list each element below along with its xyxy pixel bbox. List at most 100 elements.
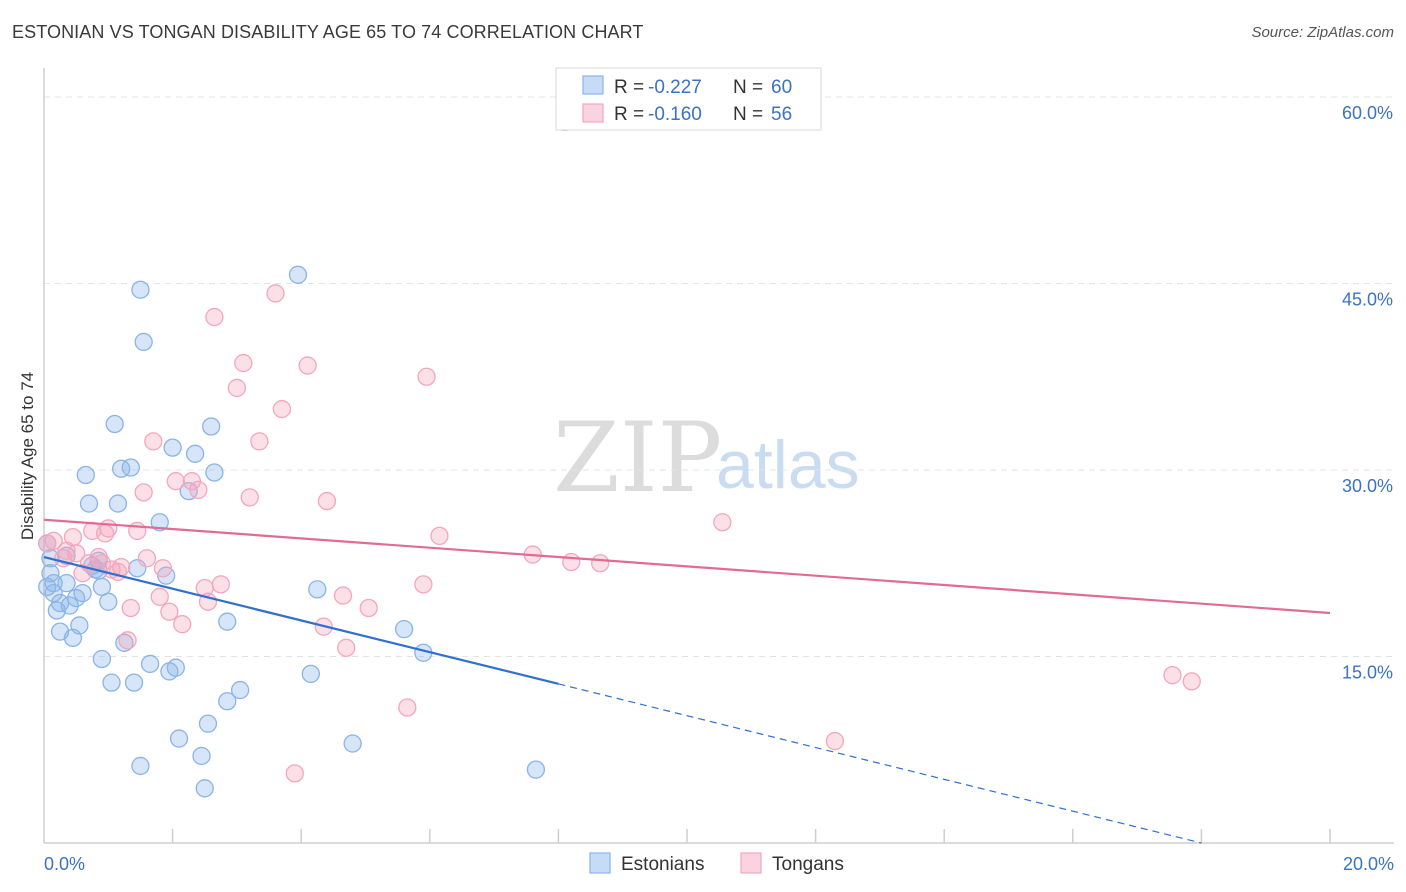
y-tick-label-45: 45.0% (1342, 290, 1393, 310)
tongans-point (160, 602, 179, 621)
estonians-point (38, 577, 57, 597)
axes (43, 68, 1394, 844)
bottom-legend-swatch-tongans (740, 852, 762, 874)
tongans-point (1182, 672, 1201, 691)
estonians-point (112, 459, 131, 478)
estonians-point (163, 438, 182, 457)
grid-lines (44, 96, 1394, 657)
estonians-point (124, 673, 144, 692)
estonians-trend-extension (558, 683, 1202, 844)
tongans-point (153, 559, 173, 578)
tongans-point (240, 488, 259, 507)
estonians-point (102, 673, 121, 692)
tongans-point (67, 544, 86, 563)
estonians-point (76, 465, 95, 485)
estonians-point (202, 417, 221, 436)
tongans-point (713, 513, 732, 532)
estonians-point (205, 463, 224, 482)
watermark-zip: ZIP (553, 402, 722, 514)
y-tick-label-15: 15.0% (1342, 663, 1393, 683)
estonians-point (192, 746, 211, 766)
tongans-point (562, 552, 581, 572)
estonians-point (99, 592, 118, 611)
tongans-point (398, 698, 417, 717)
tongans-point (63, 527, 83, 547)
estonians-point (288, 265, 308, 284)
tongans-point (285, 764, 304, 783)
tongans-point (118, 631, 137, 650)
estonians-point (115, 633, 134, 652)
estonians-point (218, 692, 237, 711)
estonians-point (131, 756, 150, 776)
legend-swatch-tongans (582, 103, 604, 123)
x-tick-label-max: 20.0% (1343, 854, 1394, 874)
legend-r-label-estonians: R = (614, 77, 644, 98)
tongans-point (591, 554, 610, 573)
bottom-legend-label-tongans: Tongans (772, 854, 844, 875)
tongans-point (211, 575, 230, 594)
watermark-atlas: atlas (716, 427, 860, 503)
estonians-point (166, 658, 185, 677)
tongans-point (144, 432, 163, 451)
legend-n-label-estonians: N = (733, 77, 763, 98)
y-tick-label-30: 30.0% (1342, 476, 1393, 496)
tongans-point (414, 575, 433, 594)
estonians-point (134, 332, 153, 352)
estonians-point (79, 494, 99, 513)
estonians-point (179, 481, 198, 501)
tongans-point (99, 519, 118, 538)
estonians-point (73, 583, 92, 603)
chart-source: Source: ZipAtlas.com (1251, 24, 1394, 41)
legend-swatch-estonians (582, 75, 604, 95)
tongans-point (137, 549, 157, 568)
estonians-point (70, 616, 89, 635)
tongans-point (44, 531, 63, 551)
tongans-point (227, 378, 247, 398)
tongans-point (205, 307, 224, 327)
estonians-point (128, 559, 147, 578)
trend-lines (43, 518, 1331, 844)
tongans-point (266, 284, 285, 303)
estonians-point (526, 760, 546, 779)
tongans-point (234, 353, 253, 373)
tongans-point (166, 472, 185, 491)
estonians-point (218, 612, 237, 631)
bottom-legend-swatch-estonians (589, 852, 611, 874)
tongans-point (337, 638, 356, 657)
estonians-point (169, 729, 189, 748)
tongans-point (189, 480, 208, 500)
estonians-point (108, 494, 128, 513)
tongans-point (121, 598, 140, 618)
tongans-trend-line (43, 518, 1331, 615)
y-tick-labels: 15.0% 30.0% 45.0% 60.0% (1342, 103, 1393, 683)
x-tick-label-min: 0.0% (44, 854, 85, 874)
tongans-point (359, 598, 378, 618)
chart-title: ESTONIAN VS TONGAN DISABILITY AGE 65 TO … (12, 22, 644, 42)
tongans-point (173, 615, 192, 634)
estonians-trend-line (43, 555, 559, 685)
tongans-point (250, 432, 269, 451)
legend-n-value-tongans: 56 (771, 104, 792, 125)
estonians-point (105, 414, 124, 434)
top-legend: R = -0.227 N = 60 R = -0.160 N = 56 (555, 67, 822, 131)
estonians-point (41, 564, 60, 583)
estonians-point (60, 596, 79, 615)
estonians-point (140, 654, 160, 674)
x-ticks (171, 829, 1331, 843)
estonians-point (185, 444, 205, 463)
tongans-point (417, 367, 436, 386)
estonians-point (230, 680, 250, 700)
bottom-legend: Estonians Tongans (589, 852, 844, 875)
legend-r-value-tongans: -0.160 (648, 104, 702, 125)
tongans-point (430, 526, 449, 546)
estonians-point (150, 513, 169, 532)
legend-n-label-tongans: N = (733, 104, 763, 125)
estonians-point (121, 458, 140, 477)
tongans-point (1163, 666, 1182, 685)
tongans-point (317, 491, 337, 511)
estonians-point (57, 573, 76, 593)
estonians-point (343, 734, 362, 753)
estonians-point (394, 619, 414, 639)
estonians-point (195, 779, 214, 798)
